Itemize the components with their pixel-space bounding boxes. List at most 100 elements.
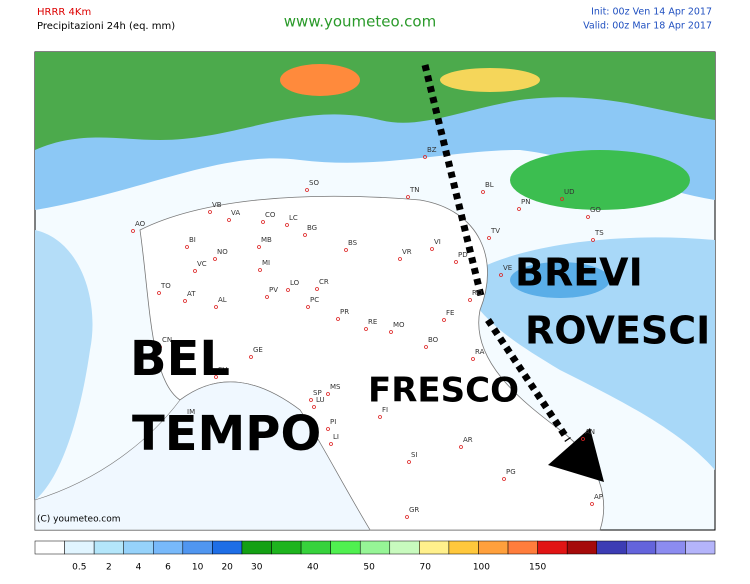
legend-swatch <box>330 540 361 555</box>
city-marker <box>581 437 585 441</box>
legend-swatch <box>153 540 184 555</box>
city-marker <box>487 236 491 240</box>
legend-swatch <box>448 540 479 555</box>
city-marker <box>407 460 411 464</box>
city-marker <box>389 330 393 334</box>
city-marker <box>261 220 265 224</box>
annotation: FRESCO <box>368 371 519 411</box>
city-marker <box>193 269 197 273</box>
province-label: NO <box>217 248 228 256</box>
province-label: AR <box>463 436 473 444</box>
city-marker <box>326 427 330 431</box>
legend-swatch <box>389 540 420 555</box>
legend-label: 50 <box>363 563 375 573</box>
legend-swatch <box>655 540 686 555</box>
model-label: HRRR 4Km <box>37 7 91 18</box>
city-marker <box>517 207 521 211</box>
valid-label: Valid: 00z Mar 18 Apr 2017 <box>583 21 712 32</box>
city-marker <box>208 210 212 214</box>
legend-swatch <box>271 540 302 555</box>
city-marker <box>591 238 595 242</box>
city-marker <box>336 317 340 321</box>
province-label: BG <box>307 224 317 232</box>
city-marker <box>423 155 427 159</box>
city-marker <box>406 195 410 199</box>
city-marker <box>227 218 231 222</box>
city-marker <box>586 215 590 219</box>
legend-swatch <box>596 540 627 555</box>
province-label: CN <box>162 336 172 344</box>
province-label: RO <box>472 289 483 297</box>
province-label: LC <box>289 214 298 222</box>
city-marker <box>454 260 458 264</box>
city-marker <box>481 190 485 194</box>
city-marker <box>309 398 313 402</box>
province-label: FE <box>446 309 454 317</box>
city-marker <box>185 245 189 249</box>
city-marker <box>157 291 161 295</box>
city-marker <box>183 417 187 421</box>
province-labels: BZ SO TN BL UD PN GO TS VB VA CO LC BG BS VR VI TV VE PD RO… <box>131 146 604 519</box>
province-label: PR <box>340 308 349 316</box>
city-marker <box>265 295 269 299</box>
city-marker <box>502 477 506 481</box>
city-marker <box>329 442 333 446</box>
province-label: BZ <box>427 146 437 154</box>
province-label: VE <box>503 264 512 272</box>
city-marker <box>590 502 594 506</box>
site-label: www.youmeteo.com <box>284 13 436 31</box>
province-label: RE <box>368 318 377 326</box>
legend-swatch <box>182 540 213 555</box>
annotation: TEMPO <box>132 406 321 462</box>
province-label: GO <box>590 206 601 214</box>
city-marker <box>306 305 310 309</box>
legend-swatch <box>64 540 95 555</box>
init-label: Init: 00z Ven 14 Apr 2017 <box>591 7 712 18</box>
legend-label: 20 <box>221 563 233 573</box>
province-label: BI <box>189 236 196 244</box>
province-label: GE <box>253 346 263 354</box>
legend-swatch <box>419 540 450 555</box>
province-label: GR <box>409 506 419 514</box>
city-marker <box>213 257 217 261</box>
province-label: VR <box>402 248 412 256</box>
province-label: VI <box>434 238 441 246</box>
city-marker <box>258 268 262 272</box>
province-label: SV <box>218 366 227 374</box>
city-marker <box>214 305 218 309</box>
legend-label: 100 <box>473 563 490 573</box>
province-label: PV <box>269 286 278 294</box>
province-label: LO <box>290 279 300 287</box>
province-label: AL <box>218 296 227 304</box>
province-label: TN <box>409 186 420 194</box>
province-label: MB <box>261 236 272 244</box>
legend-swatch <box>300 540 331 555</box>
province-label: PI <box>330 418 336 426</box>
city-marker <box>398 257 402 261</box>
legend-label: 40 <box>307 563 319 573</box>
legend-label: 10 <box>192 563 204 573</box>
legend-label: 4 <box>136 563 142 573</box>
province-label: UD <box>564 188 575 196</box>
province-label: TO <box>160 282 171 290</box>
province-label: LI <box>333 433 339 441</box>
copyright: (C) youmeteo.com <box>37 515 121 525</box>
legend-swatch <box>123 540 154 555</box>
legend-swatch <box>537 540 568 555</box>
city-marker <box>183 299 187 303</box>
province-label: VA <box>231 209 240 217</box>
province-label: IM <box>187 408 195 416</box>
city-marker <box>405 515 409 519</box>
province-label: BS <box>348 239 358 247</box>
legend-swatch <box>212 540 243 555</box>
city-marker <box>305 188 309 192</box>
province-label: TV <box>490 227 500 235</box>
province-label: PG <box>506 468 516 476</box>
province-label: PN <box>521 198 530 206</box>
city-marker <box>315 287 319 291</box>
province-label: BL <box>485 181 494 189</box>
legend-swatch <box>566 540 597 555</box>
legend-swatch <box>241 540 272 555</box>
city-marker <box>471 357 475 361</box>
